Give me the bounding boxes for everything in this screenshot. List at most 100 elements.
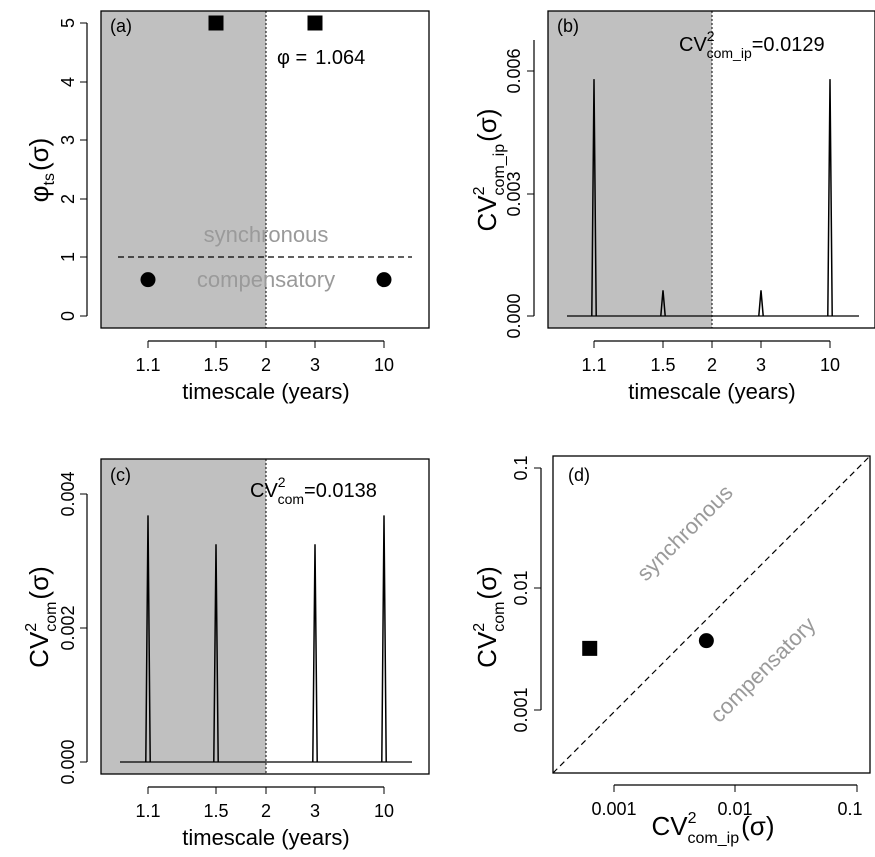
- panel-d-y-label-sub: com: [491, 602, 508, 632]
- panel-d-point-1: [698, 633, 714, 649]
- panel-d-ytick-label-1: 0.01: [511, 570, 531, 605]
- panel-c-peak-1: [213, 544, 219, 763]
- panel-a-point-0: [140, 272, 156, 288]
- panel-b-ytick-label-1: 0.003: [504, 171, 524, 216]
- panel-d-ytick-label-0: 0.001: [511, 687, 531, 732]
- panel-b-peak-2: [758, 290, 764, 317]
- panel-d-x-label-main: CV: [652, 811, 689, 841]
- panel-c-ytick-label-2: 0.004: [58, 471, 78, 516]
- panel-a-tag: (a): [110, 16, 132, 36]
- panel-c-peak-3: [381, 515, 387, 763]
- panel-b-tag: (b): [557, 16, 579, 36]
- panel-c-y-label-sub: com: [43, 602, 60, 632]
- panel-a-annotation-prefix: φ =: [277, 47, 307, 69]
- panel-a-xtick-label-1: 1.5: [203, 355, 228, 375]
- panel-a-y-label: φts (σ): [24, 138, 58, 203]
- panel-b-x-label: timescale (years): [628, 379, 795, 404]
- panel-b-xtick-label-1: 1.5: [650, 355, 675, 375]
- panel-a-point-2: [307, 15, 323, 31]
- panel-a: synchronous compensatory (a) φ = 1.064 0 …: [24, 10, 430, 404]
- panel-c-annotation-sub: com: [278, 491, 304, 507]
- panel-b-xtick-label-2: 2: [707, 355, 717, 375]
- panel-c-annotation: CV2 com=0.0138: [250, 474, 377, 507]
- panel-d-x-label-arg: (σ): [741, 811, 774, 841]
- panel-d-y-label-sup: 2: [471, 623, 488, 632]
- panel-a-shading: [101, 11, 266, 328]
- panel-c-peak-2: [312, 544, 318, 763]
- panel-d-x-ticks: 0.001 0.01 0.1: [591, 785, 863, 819]
- panel-b-x-ticks: 1.1 1.5 2 3 10: [581, 341, 840, 375]
- panel-d-ytick-label-2: 0.1: [511, 455, 531, 480]
- panel-a-x-ticks: 1.1 1.5 2 3 10: [135, 341, 394, 375]
- panel-b-y-label-sub: com_ip: [491, 144, 508, 196]
- panel-c-shading: [101, 459, 266, 774]
- panel-a-xtick-label-2: 2: [261, 355, 271, 375]
- panel-c-xtick-label-1: 1.5: [203, 801, 228, 821]
- panel-c-annotation-main: CV: [250, 480, 278, 502]
- panel-d-x-label: CV2 com_ip(σ): [652, 810, 775, 847]
- panel-c-frame: [100, 458, 430, 775]
- panel-d-point-0: [582, 640, 598, 656]
- panel-c-annotation-sup: 2: [278, 474, 286, 490]
- panel-a-x-label: timescale (years): [182, 379, 349, 404]
- panel-c-x-ticks: 1.1 1.5 2 3 10: [135, 787, 394, 821]
- panel-a-point-1: [208, 15, 224, 31]
- panel-b-xtick-label-0: 1.1: [581, 355, 606, 375]
- panel-a-ytick-label-5: 5: [58, 18, 78, 28]
- panel-b-y-ticks: 0.000 0.003 0.006: [504, 48, 534, 339]
- panel-a-ytick-label-2: 2: [58, 194, 78, 204]
- panel-a-y-label-arg: (σ): [24, 138, 54, 171]
- panel-d-y-label-main: CV: [472, 631, 502, 668]
- panel-b: (b) CV2 com_ip=0.0129 0.000 0.003 0.006 1…: [471, 10, 875, 404]
- panel-c-xtick-label-4: 10: [374, 801, 394, 821]
- panel-b-y-label-sup: 2: [471, 186, 488, 195]
- panel-d-synchronous-label: synchronous: [632, 480, 738, 586]
- panel-c-ytick-label-0: 0.000: [58, 739, 78, 784]
- panel-a-xtick-label-3: 3: [310, 355, 320, 375]
- panel-b-y-label-main: CV: [472, 195, 502, 232]
- panel-c-y-label-main: CV: [24, 631, 54, 668]
- panel-a-ytick-label-4: 4: [58, 77, 78, 87]
- panel-c-y-label-sup: 2: [23, 623, 40, 632]
- panel-b-annotation-main: CV: [679, 34, 707, 56]
- panel-c-xtick-label-0: 1.1: [135, 801, 160, 821]
- panel-d: synchronous compensatory (d) 0.001 0.01 …: [471, 455, 871, 847]
- panel-b-ytick-label-0: 0.000: [504, 293, 524, 338]
- panel-d-frame: [552, 455, 871, 774]
- panel-a-annotation-value: 1.064: [315, 47, 365, 69]
- panel-c-xtick-label-2: 2: [261, 801, 271, 821]
- panel-a-y-ticks: 0 1 2 3 4 5: [58, 18, 87, 321]
- panel-a-xtick-label-4: 10: [374, 355, 394, 375]
- panel-d-compensatory-label: compensatory: [705, 612, 820, 727]
- panel-b-xtick-label-3: 3: [756, 355, 766, 375]
- panel-d-y-ticks: 0.001 0.01 0.1: [511, 455, 541, 733]
- panel-d-xtick-label-0: 0.001: [591, 799, 636, 819]
- panel-b-frame: [547, 10, 875, 329]
- panel-b-xtick-label-4: 10: [820, 355, 840, 375]
- panel-d-y-label-arg: (σ): [472, 566, 502, 599]
- panel-a-y-label-main: φ: [24, 185, 54, 202]
- panel-b-annotation-sub: com_ip: [707, 45, 752, 61]
- panel-a-compensatory-label: compensatory: [197, 267, 335, 292]
- panel-d-y-label: CV2 com (σ): [471, 566, 508, 668]
- panel-c-annotation-value: =0.0138: [304, 480, 377, 502]
- panel-b-peak-3: [827, 79, 833, 317]
- panel-c: (c) CV2 com=0.0138 0.000 0.002 0.004 1.1 …: [23, 458, 430, 850]
- panel-d-x-label-sub: com_ip: [688, 830, 740, 847]
- panel-a-ytick-label-3: 3: [58, 135, 78, 145]
- panel-b-annotation-sup: 2: [707, 28, 715, 44]
- panel-a-ytick-label-1: 1: [58, 252, 78, 262]
- panel-c-y-label: CV2 com (σ): [23, 566, 60, 668]
- panel-b-annotation: CV2 com_ip=0.0129: [679, 28, 825, 61]
- panel-b-ytick-label-2: 0.006: [504, 48, 524, 93]
- panel-b-y-label: CV2 com_ip (σ): [471, 109, 508, 232]
- panel-d-xtick-label-2: 0.1: [837, 799, 862, 819]
- panel-d-xtick-label-1: 0.01: [717, 799, 752, 819]
- panel-c-x-label: timescale (years): [182, 825, 349, 850]
- panel-a-point-3: [376, 272, 392, 288]
- panel-d-x-label-sup: 2: [688, 810, 697, 827]
- panel-c-tag: (c): [110, 465, 131, 485]
- panel-b-shading: [548, 11, 712, 328]
- panel-a-ytick-label-0: 0: [58, 311, 78, 321]
- panel-b-peak-1: [660, 290, 666, 317]
